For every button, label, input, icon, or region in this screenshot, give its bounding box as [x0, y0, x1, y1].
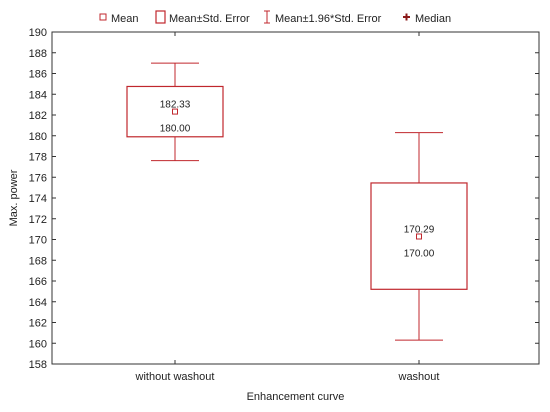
median-label: 170.00 — [404, 248, 435, 259]
y-tick-label: 158 — [29, 359, 47, 371]
legend-item: Mean±Std. Error — [155, 10, 250, 25]
y-tick-label: 170 — [29, 235, 47, 247]
y-tick-label: 174 — [29, 193, 47, 205]
y-tick-label: 172 — [29, 214, 47, 226]
plot-area — [51, 31, 540, 365]
se-box — [126, 85, 224, 138]
legend-item: Mean — [99, 13, 139, 25]
median-label: 180.00 — [160, 124, 191, 135]
legend-item: Median — [403, 13, 451, 25]
y-tick-label: 184 — [29, 89, 47, 101]
y-axis: 158 160 162 164 166 168 170 172 174 176 178 180 182 1… — [29, 27, 539, 371]
mean-label: 182.33 — [160, 100, 191, 111]
y-tick-label: 160 — [29, 338, 47, 350]
box-group: 182.33 180.00 — [126, 62, 224, 162]
y-tick-label: 178 — [29, 152, 47, 164]
y-axis-label: Max. power — [8, 169, 20, 226]
legend-mean-icon — [99, 13, 107, 21]
box-series: 182.33 180.00 170.29 170.00 — [126, 62, 468, 341]
y-tick-label: 188 — [29, 48, 47, 60]
mean-marker — [172, 108, 178, 115]
x-tick-label: washout — [398, 371, 440, 383]
legend-label: Mean±1.96*Std. Error — [275, 13, 382, 25]
legend-item: Mean±1.96*Std. Error — [264, 10, 382, 25]
mean-label: 170.29 — [404, 224, 435, 235]
x-tick-label: without washout — [135, 371, 215, 383]
x-axis: without washout washout — [135, 32, 440, 383]
legend-label: Median — [415, 13, 451, 25]
y-tick-label: 182 — [29, 110, 47, 122]
y-tick-label: 168 — [29, 255, 47, 267]
y-tick-label: 176 — [29, 172, 47, 184]
y-tick-label: 186 — [29, 69, 47, 81]
y-tick-label: 190 — [29, 27, 47, 39]
chart-legend: Mean Mean±Std. Error Mean±1.96*Std. Error M… — [99, 10, 451, 25]
y-tick-label: 180 — [29, 131, 47, 143]
y-tick-label: 162 — [29, 318, 47, 330]
y-tick-label: 164 — [29, 297, 47, 309]
mean-marker — [416, 233, 422, 240]
legend-se-box-icon — [155, 10, 166, 24]
x-axis-label: Enhancement curve — [247, 391, 345, 403]
box-group: 170.29 170.00 — [370, 132, 468, 341]
legend-label: Mean — [111, 13, 139, 25]
se-box — [370, 182, 468, 290]
y-tick-label: 166 — [29, 276, 47, 288]
legend-label: Mean±Std. Error — [169, 13, 250, 25]
